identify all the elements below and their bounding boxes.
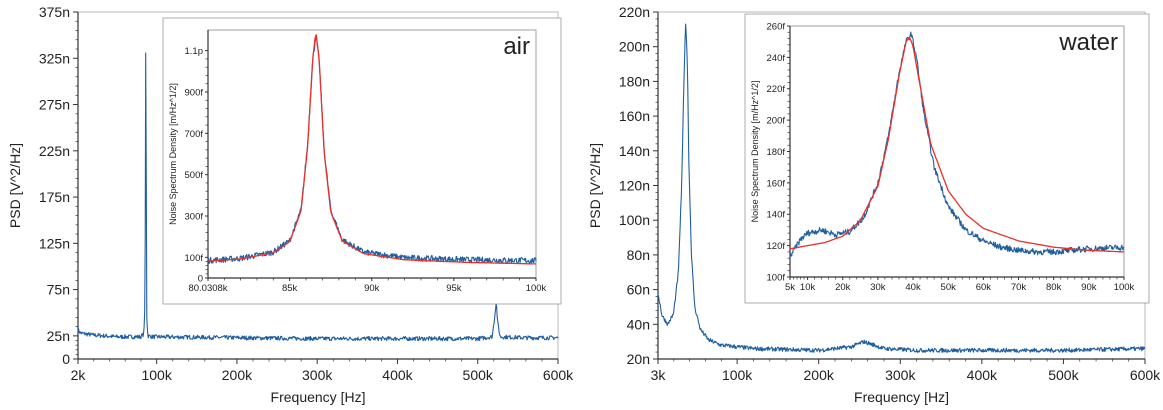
x-tick-label: 50k [941,282,957,293]
medium-annotation: air [503,33,530,60]
y-tick-label: 325n [39,50,70,66]
y-tick-label: 220n [619,4,650,20]
x-tick-label: 600k [1130,367,1161,383]
x-tick-label: 300k [885,367,916,383]
data-series-line [657,18,1146,353]
water-inset-chart: 100f 120f 140f 160f 180f 200f 220f 240f 260f 5k 10… [744,13,1150,304]
x-axis-label: Frequency [Hz] [854,389,949,405]
x-tick-label: 70k [1011,282,1027,293]
x-tick-label: 85k [282,283,298,294]
y-tick-label: 80n [627,247,650,263]
y-tick-label: 900f [185,87,204,98]
x-tick-label: 20k [835,282,851,293]
fit-series-line [789,36,1124,253]
x-tick-label: 400k [382,367,413,383]
x-tick-label: 10k [800,282,816,293]
y-tick-label: 0 [198,273,203,284]
x-tick-label: 2k [71,367,87,383]
y-tick-label: 120n [619,178,650,194]
y-tick-label: 140n [619,143,650,159]
x-tick-label: 5k [785,282,795,293]
x-axis-label: Frequency [Hz] [271,389,366,405]
inset-panel [162,17,562,305]
y-tick-label: 175n [39,189,70,205]
fit-series-line [207,34,536,265]
y-tick-label: 220f [767,84,786,95]
y-tick-label: 260f [767,21,786,32]
x-tick-label: 80.0308k [188,283,227,294]
x-tick-label: 90k [1081,282,1097,293]
inset-panel [744,13,1150,304]
x-tick-label: 95k [446,283,462,294]
x-tick-label: 400k [967,367,998,383]
x-tick-label: 90k [364,283,380,294]
y-tick-label: 140f [767,210,786,221]
water-main-chart: 20n 40n 60n 80n 100n 120n 140n 160n 180n 200n 220n… [587,4,1161,405]
x-tick-label: 200k [222,367,253,383]
y-tick-label: 275n [39,97,70,113]
x-tick-label: 600k [543,367,574,383]
air-inset-chart: 0 100f 300f 500f 700f 900f 1.1p 80.0308k 85k 90k 9… [162,17,562,305]
x-tick-label: 100k [722,367,753,383]
y-tick-label: 300f [185,211,204,222]
x-tick-label: 80k [1046,282,1062,293]
y-tick-label: 225n [39,143,70,159]
y-tick-label: 180f [767,147,786,158]
x-tick-label: 300k [302,367,333,383]
y-tick-label: 100f [185,253,204,264]
y-tick-label: 20n [627,351,650,367]
y-axis-label: PSD [V^2/Hz] [587,143,603,228]
x-tick-label: 100k [1114,282,1135,293]
x-tick-label: 30k [870,282,886,293]
y-tick-label: 100n [619,212,650,228]
x-tick-label: 200k [804,367,835,383]
air-main-chart: 0 25n 75n 125n 175n 225n 275n 325n 375n 2k 100k 200… [7,4,574,405]
x-tick-label: 3k [651,367,667,383]
y-tick-label: 125n [39,235,70,251]
y-tick-label: 60n [627,282,650,298]
y-tick-label: 500f [185,170,204,181]
y-tick-label: 0 [62,351,70,367]
y-tick-label: 200f [767,116,786,127]
y-tick-label: 40n [627,316,650,332]
y-tick-label: 100f [767,272,786,283]
x-tick-label: 500k [463,367,494,383]
y-axis-label: PSD [V^2/Hz] [7,143,23,228]
x-tick-label: 100k [141,367,172,383]
y-axis-label: Noise Spectrum Density [m/Hz^1/2] [750,81,760,223]
y-tick-label: 240f [767,53,786,64]
y-tick-label: 75n [47,282,70,298]
y-tick-label: 375n [39,4,70,20]
x-tick-label: 100k [526,283,547,294]
y-tick-label: 120f [767,241,786,252]
data-series-line [77,20,559,342]
y-tick-label: 160f [767,178,786,189]
x-tick-label: 60k [976,282,992,293]
y-tick-label: 25n [47,328,70,344]
y-tick-label: 1.1p [185,46,204,57]
y-axis-label: Noise Spectrum Density [m/Hz^1/2] [168,83,178,225]
y-tick-label: 200n [619,39,650,55]
x-tick-label: 500k [1048,367,1079,383]
y-tick-label: 160n [619,108,650,124]
y-tick-label: 700f [185,129,204,140]
medium-annotation: water [1058,29,1118,56]
x-tick-label: 40k [905,282,921,293]
y-tick-label: 180n [619,73,650,89]
